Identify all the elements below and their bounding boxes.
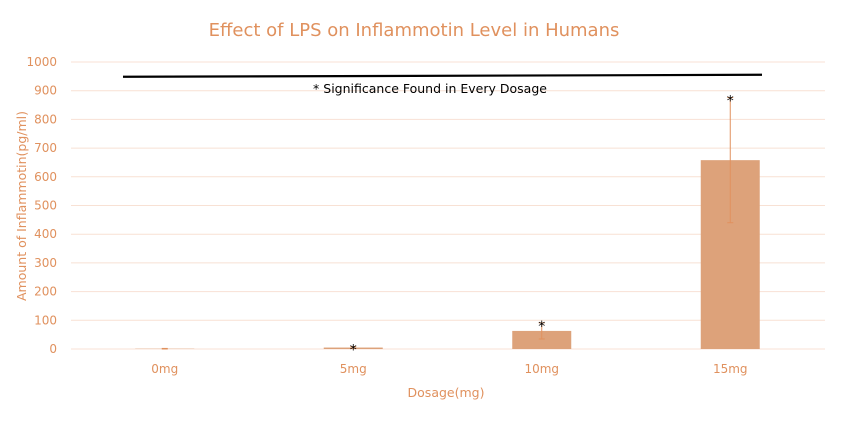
x-tick-label: 15mg (713, 362, 748, 376)
y-tick-label: 1000 (26, 55, 57, 69)
chart-title: Effect of LPS on Inflammotin Level in Hu… (209, 20, 620, 41)
x-tick-label: 10mg (524, 362, 559, 376)
significance-marker: * (538, 319, 545, 335)
y-tick-label: 800 (34, 112, 57, 126)
y-tick-label: 600 (34, 170, 57, 184)
y-tick-label: 900 (34, 84, 57, 98)
y-axis-label: Amount of Inflammotin(pg/ml) (14, 111, 29, 301)
y-tick-label: 700 (34, 141, 57, 155)
significance-line (122, 73, 763, 78)
significance-marker: * (350, 343, 357, 359)
y-tick-label: 0 (49, 342, 57, 356)
significance-marker: * (727, 94, 734, 110)
x-tick-label: 5mg (340, 362, 367, 376)
significance-annotation: * Significance Found in Every Dosage (313, 81, 547, 96)
y-tick-label: 100 (34, 313, 57, 327)
bar (512, 330, 572, 349)
y-tick-label: 200 (34, 285, 57, 299)
y-tick-label: 300 (34, 256, 57, 270)
x-axis-label: Dosage(mg) (408, 385, 485, 400)
y-tick-label: 500 (34, 199, 57, 213)
x-tick-label: 0mg (151, 362, 178, 376)
y-tick-label: 400 (34, 227, 57, 241)
